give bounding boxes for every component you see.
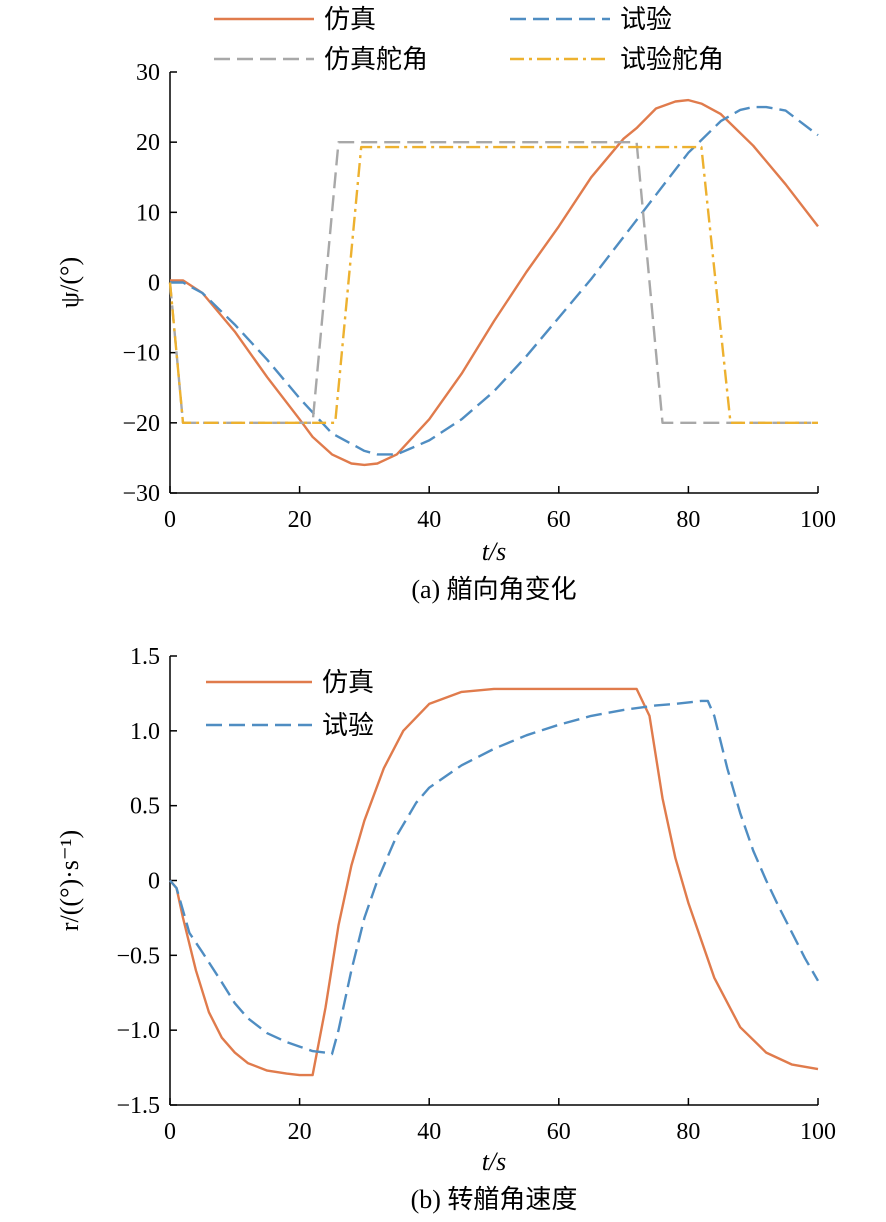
chart-b-y-tick-label: 1.0 — [130, 719, 160, 745]
chart-a-x-tick-label: 80 — [676, 507, 700, 533]
chart-b-y-tick-label: −1.5 — [116, 1093, 160, 1119]
chart-b-y-tick-label: −0.5 — [116, 943, 160, 969]
chart-b-y-axis-label: r/((°)·s⁻¹) — [55, 830, 84, 931]
chart-a-x-tick-label: 100 — [800, 507, 836, 533]
chart-a-series-line-3 — [168, 140, 818, 424]
chart-a-y-tick-label: 30 — [136, 60, 160, 86]
chart-b-x-tick-label: 0 — [164, 1119, 176, 1145]
chart-a-series-line-1 — [170, 98, 819, 467]
chart-b-y-tick-label: 1.5 — [130, 644, 160, 670]
panel-a: 0 20 40 60 80 100 −30 −20 −10 0 10 20 30 t/s ψ/(°) (a) … — [55, 5, 836, 604]
chart-b-legend-label-2: 试验 — [322, 711, 374, 740]
chart-b-x-tick-label: 20 — [288, 1119, 312, 1145]
chart-a-legend-label-1: 仿真 — [324, 5, 376, 34]
chart-a-x-axis-label: t/s — [482, 537, 507, 566]
chart-b-x-tick-label: 40 — [417, 1119, 441, 1145]
chart-a-legend-label-2: 试验 — [620, 5, 672, 34]
chart-a-y-tick-label: −10 — [122, 341, 160, 367]
panel-b: 0 20 40 60 80 100 −1.5 −1.0 −0.5 0 0.5 1.0 1.5 t/s r/(… — [55, 644, 836, 1214]
chart-a-y-tick-label: −20 — [122, 411, 160, 437]
chart-a-x-tick-label: 20 — [288, 507, 312, 533]
chart-a-legend-label-4: 试验舵角 — [620, 45, 724, 74]
chart-b-x-axis-label: t/s — [482, 1147, 507, 1176]
chart-a-x-tick-label: 40 — [417, 507, 441, 533]
chart-a-x-tick-label: 0 — [164, 507, 176, 533]
chart-b-series-line-2 — [169, 699, 820, 1056]
chart-a-y-tick-label: 20 — [136, 130, 160, 156]
chart-b-legend-label-1: 仿真 — [322, 668, 374, 697]
chart-a-legend-label-3: 仿真舵角 — [324, 45, 428, 74]
chart-a-y-axis-label: ψ/(°) — [55, 257, 84, 308]
chart-a-y-tick-label: 0 — [148, 271, 160, 297]
chart-a-x-tick-label: 60 — [547, 507, 571, 533]
chart-b-y-tick-label: 0 — [148, 869, 160, 895]
chart-a-y-tick-label: 10 — [136, 200, 160, 226]
chart-b-y-tick-label: 0.5 — [130, 794, 160, 820]
chart-b-x-tick-label: 80 — [676, 1119, 700, 1145]
chart-b-caption: (b) 转艏角速度 — [411, 1185, 578, 1214]
chart-b-y-tick-label: −1.0 — [116, 1018, 160, 1044]
chart-b-x-tick-label: 60 — [547, 1119, 571, 1145]
chart-a-series-line-2 — [170, 105, 819, 456]
chart-b-x-tick-label: 100 — [800, 1119, 836, 1145]
chart-a-caption: (a) 艏向角变化 — [411, 575, 576, 604]
chart-a-y-tick-label: −30 — [122, 481, 160, 507]
chart-a-series-line-4 — [168, 145, 818, 424]
chart-b-series-line-1 — [169, 687, 819, 1077]
